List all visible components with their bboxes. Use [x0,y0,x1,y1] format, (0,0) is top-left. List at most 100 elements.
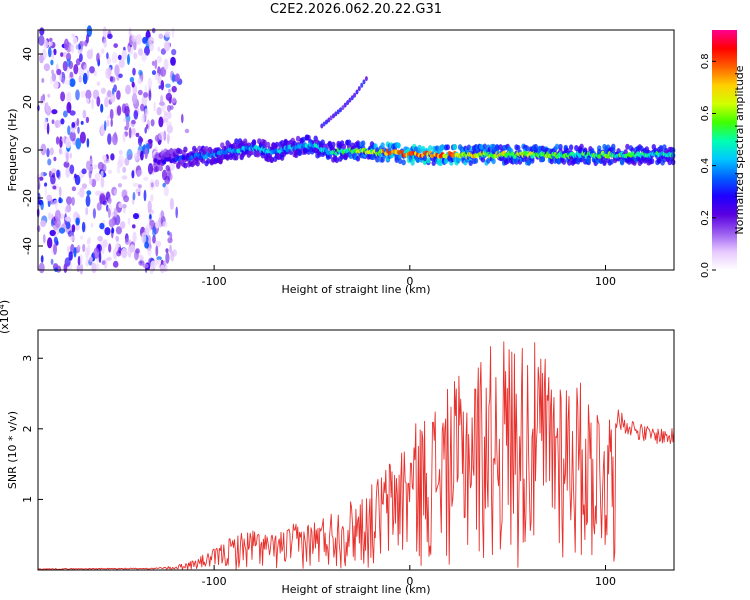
noise-cell [98,251,102,264]
ridge-halo-cell [331,141,336,148]
noise-cell [109,108,114,120]
noise-cell [38,34,45,46]
ridge-halo-cell [301,136,306,143]
noise-cell [76,118,80,127]
noise-cell [111,52,118,64]
ridge-halo-cell [348,153,354,160]
noise-cell [86,138,90,148]
ridge-halo-cell [466,144,472,151]
spectrogram-noise-region [36,25,190,275]
noise-cell [66,101,72,114]
noise-cell [158,131,165,141]
noise-cell [73,63,79,75]
noise-cell [133,213,139,220]
noise-cell [51,69,54,75]
noise-cell [51,168,57,175]
colorbar-tick-label: 0.8 [700,53,711,69]
noise-cell [121,50,128,61]
noise-cell [91,98,94,110]
noise-cell [74,173,77,179]
noise-cell [106,119,110,127]
snr-y-tick-label: 3 [21,355,34,362]
noise-cell [75,89,80,101]
noise-cell [153,101,156,112]
noise-cell [85,116,90,124]
ridge-halo-cell [347,139,352,146]
noise-cell [83,64,88,71]
noise-cell [155,221,160,229]
noise-cell [181,113,184,124]
noise-cell [96,52,100,63]
noise-cell [97,235,103,242]
noise-cell [100,176,105,188]
ridge-halo-cell [540,156,546,163]
noise-cell [38,176,44,181]
noise-cell [60,150,63,155]
noise-cell [113,43,118,48]
noise-cell [118,58,125,68]
noise-cell [128,127,132,139]
noise-cell [89,177,93,185]
secondary-trace-cell [341,105,345,111]
noise-cell [171,85,177,93]
noise-cell [144,147,148,160]
ridge-halo-cell [165,165,170,171]
noise-cell [40,255,44,263]
noise-cell [39,53,44,64]
ridge-halo-cell [158,165,163,172]
noise-cell [148,36,153,47]
ridge-halo-cell [396,142,401,149]
noise-cell [42,234,46,244]
noise-cell [144,127,147,134]
noise-cell [156,55,163,64]
noise-cell [107,33,113,39]
noise-cell [150,119,155,127]
noise-cell [121,175,128,180]
noise-cell [159,101,165,106]
noise-cell [169,231,173,240]
noise-cell [79,235,84,240]
secondary-trace-cell [350,95,354,101]
secondary-trace-cell [346,100,350,106]
noise-cell [118,73,123,79]
spectrogram-y-tick-label: -40 [21,237,34,255]
spectrogram-y-tick-label: -20 [21,189,34,207]
noise-cell [148,90,152,101]
noise-cell [82,72,88,85]
noise-cell [138,69,143,76]
noise-cell [77,191,82,196]
noise-cell [140,150,144,161]
noise-cell [89,158,93,165]
noise-cell [69,164,75,175]
spectrogram-x-tick-label: 0 [406,275,413,288]
noise-cell [137,78,142,85]
noise-cell [66,196,72,205]
ridge-halo-cell [380,142,385,149]
noise-cell [164,265,168,272]
noise-cell [46,148,50,158]
noise-cell [132,231,137,243]
colorbar-tick-label: 0.6 [700,106,711,122]
ridge-halo-cell [440,144,445,151]
noise-cell [50,258,54,265]
noise-cell [106,256,112,261]
noise-cell [162,221,168,228]
noise-cell [167,230,170,236]
ridge-halo-cell [516,144,521,151]
noise-cell [158,33,164,39]
noise-cell [118,202,123,208]
ridge-halo-cell [251,139,257,146]
noise-cell [175,73,180,83]
ridge-halo-cell [671,159,676,166]
noise-cell [141,232,145,243]
noise-cell [104,227,111,236]
noise-cell [132,67,136,76]
noise-cell [60,118,65,125]
ridge-halo-cell [361,140,366,147]
noise-cell [88,236,91,244]
snr-x-tick-label: -100 [202,575,227,588]
noise-cell [92,208,96,219]
noise-cell [61,224,67,229]
noise-cell [117,54,122,61]
noise-cell [171,73,175,83]
